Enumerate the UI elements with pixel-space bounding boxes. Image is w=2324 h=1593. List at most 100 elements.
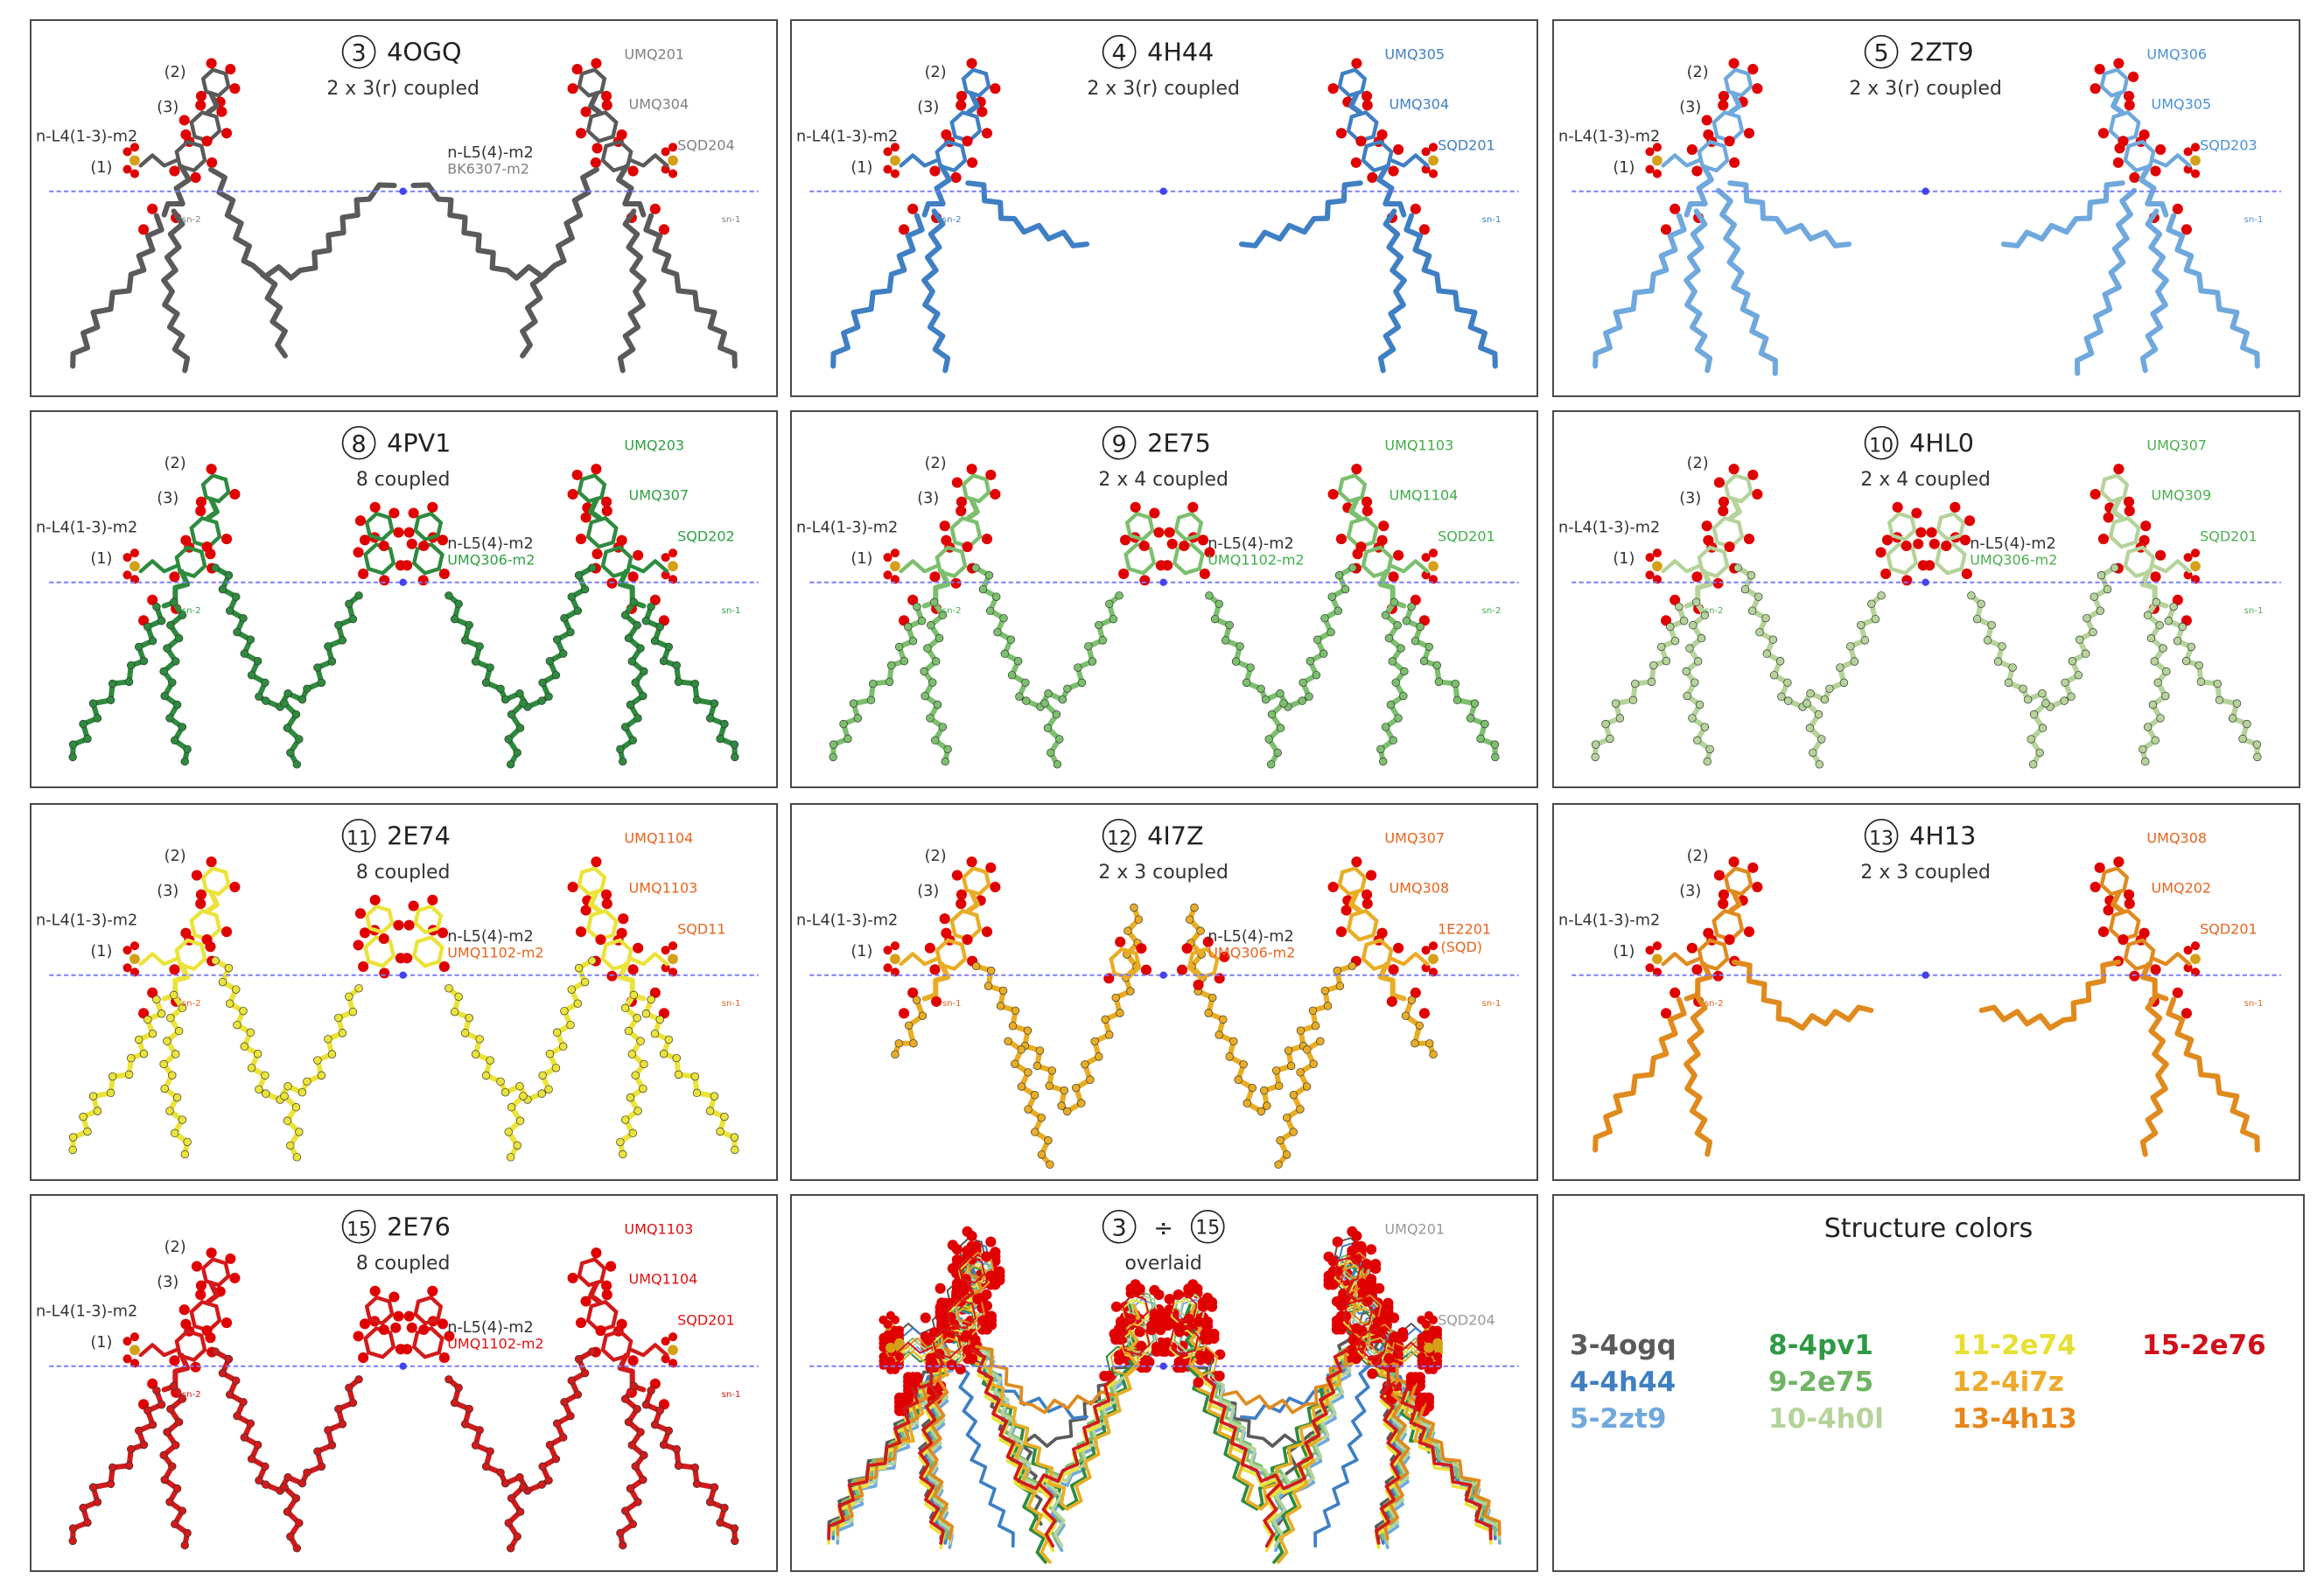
- carbon-atom: [247, 671, 256, 680]
- carbon-atom: [324, 1035, 332, 1044]
- membrane-center-point: [1922, 187, 1929, 195]
- sulfonate-bond: [1390, 153, 1430, 168]
- oxygen-atom: [1645, 963, 1655, 973]
- sugar-ring: [1934, 542, 1967, 576]
- oxygen-atom: [353, 547, 364, 558]
- oxygen-atom: [601, 898, 612, 910]
- carbon-atom: [225, 606, 234, 615]
- oxygen-atom: [591, 464, 602, 475]
- carbon-atom: [986, 966, 996, 975]
- carbon-atom: [2159, 644, 2167, 653]
- oxygen-atom: [1153, 527, 1165, 538]
- carbon-atom: [552, 1419, 562, 1428]
- carbon-atom: [178, 1003, 187, 1012]
- sugar-ring: [1172, 542, 1205, 576]
- legend-entry: 15-2e76: [2142, 1330, 2266, 1361]
- carbon-atom: [79, 1112, 88, 1121]
- glycerol-backbone: [616, 164, 647, 218]
- oxygen-atom: [951, 1278, 962, 1289]
- oxygen-atom: [1327, 881, 1339, 893]
- carbon-atom: [634, 1498, 642, 1506]
- oxygen-atom: [1418, 224, 1430, 235]
- carbon-atom: [616, 1137, 625, 1147]
- carbon-atom: [2162, 667, 2171, 676]
- carbon-atom: [1425, 1039, 1434, 1048]
- oxygen-atom: [939, 521, 950, 532]
- carbon-atom: [106, 1088, 116, 1098]
- oxygen-atom: [220, 534, 233, 545]
- carbon-atom: [1746, 570, 1756, 580]
- label-sn2: sn-2: [182, 1390, 201, 1400]
- carbon-atom: [1263, 1101, 1271, 1110]
- oxygen-atom: [912, 1372, 923, 1383]
- carbon-atom: [731, 1536, 739, 1546]
- carbon-atom: [2103, 584, 2112, 594]
- carbon-atom: [157, 617, 166, 625]
- carbon-atom: [2187, 642, 2196, 652]
- sugar-ring: [577, 1257, 607, 1288]
- oxygen-atom: [981, 1324, 993, 1335]
- sulfur-atom: [2190, 155, 2201, 166]
- oxygen-atom: [661, 553, 670, 562]
- oxygen-atom: [966, 1230, 977, 1241]
- carbon-atom: [178, 1394, 187, 1403]
- carbon-atom: [1236, 642, 1244, 651]
- oxygen-atom: [1351, 1230, 1362, 1241]
- carbon-atom: [558, 1433, 568, 1442]
- oxygen-atom: [627, 165, 639, 177]
- carbon-atom: [655, 1406, 664, 1415]
- sugar-ring: [200, 866, 231, 897]
- oxygen-atom: [191, 870, 202, 881]
- carbon-atom: [943, 744, 952, 754]
- carbon-atom: [515, 1116, 525, 1125]
- oxygen-atom: [990, 83, 1001, 94]
- oxygen-atom: [1130, 501, 1141, 513]
- oxygen-atom: [934, 1302, 946, 1313]
- sugar-ring: [2108, 515, 2141, 549]
- sugar-ring: [363, 1326, 396, 1359]
- legend-entry: 11-2e74: [1952, 1330, 2076, 1361]
- carbon-atom: [1666, 622, 1675, 632]
- carbon-atom: [1407, 996, 1417, 1004]
- carbon-atom: [538, 678, 547, 687]
- oxygen-atom: [1119, 534, 1131, 546]
- oxygen-atom: [1421, 1319, 1431, 1329]
- oxygen-atom: [122, 164, 132, 174]
- carbon-atom: [720, 1112, 729, 1121]
- oxygen-atom: [990, 1279, 1001, 1290]
- oxygen-atom: [178, 1304, 190, 1316]
- carbon-atom: [157, 1010, 166, 1018]
- membrane-center-point: [399, 1362, 407, 1370]
- oxygen-atom: [929, 571, 941, 583]
- oxygen-atom: [388, 507, 400, 519]
- oxygen-atom: [353, 1331, 364, 1342]
- sugar-ring: [1109, 947, 1142, 981]
- membrane-center-point: [1922, 578, 1929, 586]
- coupled-chain: [1968, 565, 2118, 710]
- carbon-atom: [636, 1428, 645, 1436]
- structure-number: 10: [1869, 435, 1894, 457]
- label-top: UMQ1103: [624, 1221, 693, 1238]
- sulfonate-bond: [629, 952, 669, 967]
- carbon-atom: [710, 699, 719, 708]
- glycosidic-bond: [206, 1280, 220, 1304]
- carbon-atom: [1221, 636, 1230, 645]
- carbon-atom: [1214, 599, 1223, 609]
- label-l2: (2): [1687, 455, 1709, 472]
- oxygen-atom: [951, 477, 962, 488]
- oxygen-atom: [1428, 548, 1438, 558]
- carbon-atom: [280, 1483, 289, 1492]
- oxygen-atom: [886, 1356, 895, 1366]
- carbon-atom: [866, 695, 876, 705]
- oxygen-atom: [1724, 934, 1735, 946]
- legend-entry: 10-4h0l: [1768, 1403, 1884, 1435]
- structure-number: 4: [1112, 39, 1127, 66]
- carbon-atom: [255, 1476, 263, 1485]
- carbon-atom: [261, 1462, 270, 1471]
- carbon-atom: [165, 714, 174, 723]
- label-mid: UMQ1103: [628, 880, 697, 897]
- oxygen-atom: [2094, 862, 2105, 873]
- carbon-atom: [1470, 699, 1480, 708]
- carbon-atom: [620, 1506, 630, 1515]
- oxygen-atom: [567, 83, 578, 94]
